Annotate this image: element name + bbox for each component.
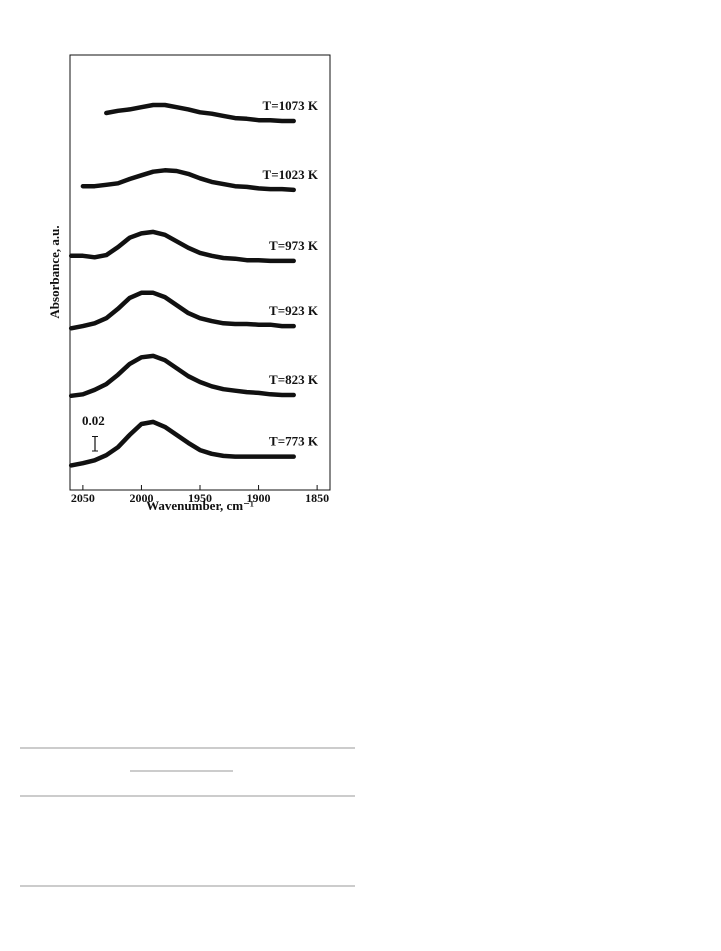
x-tick-label: 2050 [71, 491, 95, 505]
y-axis-label: Absorbance, a.u. [47, 225, 62, 318]
spectrum-line [104, 102, 296, 124]
x-tick-label: 1850 [305, 491, 329, 505]
spectrum-line [68, 229, 296, 264]
x-tick-label: 2000 [129, 491, 153, 505]
x-tick-label: 1900 [247, 491, 271, 505]
series-label: T=923 K [269, 303, 319, 318]
spectrum-line [68, 419, 296, 468]
series-label: T=1073 K [263, 98, 319, 113]
series-label: T=823 K [269, 372, 319, 387]
series-label: T=1023 K [263, 167, 319, 182]
series-label: T=773 K [269, 434, 319, 449]
series-label: T=973 K [269, 238, 319, 253]
scale-bar-label: 0.02 [82, 413, 105, 428]
spectrum-line [68, 290, 296, 331]
spectrum-line [80, 168, 296, 193]
x-axis-label: Wavenumber, cm⁻¹ [146, 498, 254, 513]
spectrum-line [68, 353, 296, 399]
x-tick-label: 1950 [188, 491, 212, 505]
